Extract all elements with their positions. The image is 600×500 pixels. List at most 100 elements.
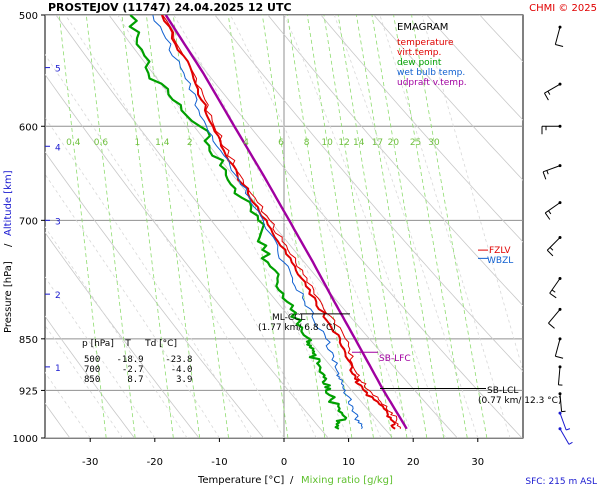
pressure-tick-label: 700 — [19, 216, 38, 227]
moist-adiabat — [173, 15, 382, 438]
wind-barb-feather — [543, 92, 549, 101]
y-axis-title-pressure: Pressure [hPa] — [3, 261, 14, 333]
legend: EMAGRAM temperature virt.temp. dew point… — [397, 22, 467, 88]
mixing-ratio-line — [323, 15, 392, 438]
sb-lfc-label: SB-LFC — [379, 354, 411, 364]
mixing-ratio-line — [227, 15, 289, 438]
pressure-tick-label: 1000 — [13, 434, 38, 445]
wind-barb-feather — [542, 171, 547, 180]
wet-bulb-line — [152, 15, 363, 430]
wind-barb-station — [558, 337, 562, 341]
wind-barb-station — [558, 201, 562, 205]
moist-adiabat — [65, 15, 317, 438]
mixing-ratio-label: 30 — [428, 138, 440, 148]
mixing-ratio-label: 14 — [353, 138, 365, 148]
mixing-ratio-line — [85, 15, 136, 438]
mixing-ratio-label: 17 — [372, 138, 383, 148]
dry-adiabat — [373, 15, 523, 181]
mixing-ratio-line — [121, 15, 174, 438]
moist-adiabat — [333, 15, 479, 438]
pressure-tick-label: 850 — [19, 335, 38, 346]
mixing-ratio-label: 12 — [338, 138, 349, 148]
dry-adiabat — [267, 15, 523, 307]
x-axis-title-separator: / — [290, 475, 294, 486]
wind-barb-station — [558, 276, 562, 280]
fzlv-label: FZLV — [489, 246, 511, 256]
wind-barb — [554, 25, 564, 48]
ml-ccl-detail: (1.77 km/ 6.8 °C) — [258, 323, 336, 333]
dry-adiabat — [320, 15, 523, 243]
dry-adiabat — [55, 15, 394, 438]
dry-adiabat — [426, 15, 523, 121]
wind-barb-staff — [548, 309, 561, 324]
sb-lcl-label: SB-LCL — [487, 386, 518, 396]
wind-barb-station — [558, 307, 562, 311]
dry-adiabat — [45, 151, 265, 438]
mixing-ratio-line — [371, 15, 445, 438]
mixing-ratio-line — [58, 15, 107, 438]
wind-barb-station — [558, 124, 562, 128]
wind-barb — [548, 307, 562, 329]
pressure-tick-label: 600 — [19, 122, 38, 133]
legend-item-temperature: temperature — [397, 38, 454, 48]
wind-barb-station — [558, 411, 562, 415]
x-axis-title-temperature: Temperature [°C] — [197, 475, 284, 486]
wind-barb-feather — [565, 428, 571, 431]
wind-barb-staff — [559, 393, 563, 412]
wind-barb-staff — [542, 165, 561, 173]
dry-adiabat — [45, 315, 135, 438]
legend-title: EMAGRAM — [397, 22, 448, 33]
temperature-tick-label: 30 — [471, 457, 484, 468]
x-axis-title-mixing: Mixing ratio [g/kg] — [301, 475, 393, 486]
ml-ccl-label: ML-CCL — [272, 313, 305, 323]
moist-adiabat — [45, 116, 253, 438]
mixing-ratio-label: 4 — [243, 138, 249, 148]
wind-barb — [558, 392, 566, 413]
wind-barb-station — [558, 82, 562, 86]
table-header: p [hPa] T Td [°C] — [82, 339, 177, 349]
wind-barb-staff — [554, 338, 561, 357]
wind-barb-station — [558, 236, 562, 240]
mixing-ratio-label: 2 — [187, 138, 193, 148]
legend-item-updraft: udpraft v.temp. — [397, 78, 467, 88]
table-row: 500 -18.9 -23.8 — [84, 355, 192, 365]
mixing-ratio-line — [337, 15, 408, 438]
dry-adiabat — [45, 231, 200, 438]
wind-barb-feather — [555, 43, 564, 48]
table-row: 850 8.7 3.9 — [84, 375, 192, 385]
grid-layer — [45, 15, 523, 438]
mixing-ratio-label: 0.6 — [94, 138, 109, 148]
mixing-ratio-line — [145, 15, 201, 438]
wind-barb-station — [558, 365, 562, 369]
sounding-table: p [hPa] T Td [°C] 500 -18.9 -23.8 700 -2… — [82, 339, 192, 385]
wind-barb — [549, 276, 562, 299]
mixing-ratio-label: 6 — [278, 138, 284, 148]
wind-barb-feather — [555, 355, 564, 359]
legend-item-dew-point: dew point — [397, 58, 442, 68]
y-axis-title-altitude: Altitude [km] — [3, 170, 14, 236]
wind-barb — [542, 164, 562, 180]
table-row: 700 -2.7 -4.0 — [84, 365, 192, 375]
wind-barbs — [541, 25, 573, 445]
mixing-ratio-line — [287, 15, 353, 438]
wind-barb-staff — [559, 412, 567, 431]
altitude-tick-label: 2 — [55, 291, 61, 301]
wind-barb-feather — [548, 210, 552, 215]
dew-point-line — [128, 15, 348, 430]
wind-barb — [554, 337, 564, 359]
mixing-ratio-label: 0.4 — [66, 138, 81, 148]
virtual-temperature-line — [162, 15, 401, 429]
updraft-virtual-temperature-line — [164, 15, 408, 430]
mixing-ratio-line — [411, 15, 488, 438]
legend-item-virt-temp: virt.temp. — [397, 48, 441, 58]
altitude-tick-label: 4 — [55, 143, 61, 153]
x-axis-title: Temperature [°C] / Mixing ratio [g/kg] — [197, 475, 393, 486]
mixing-ratio-label: 25 — [410, 138, 421, 148]
surface-note: SFC: 215 m ASL — [525, 477, 597, 487]
mixing-ratio-label: 1 — [134, 138, 140, 148]
moist-adiabat — [421, 15, 523, 372]
dry-adiabat — [214, 15, 523, 372]
mixing-ratio-line — [356, 15, 428, 438]
